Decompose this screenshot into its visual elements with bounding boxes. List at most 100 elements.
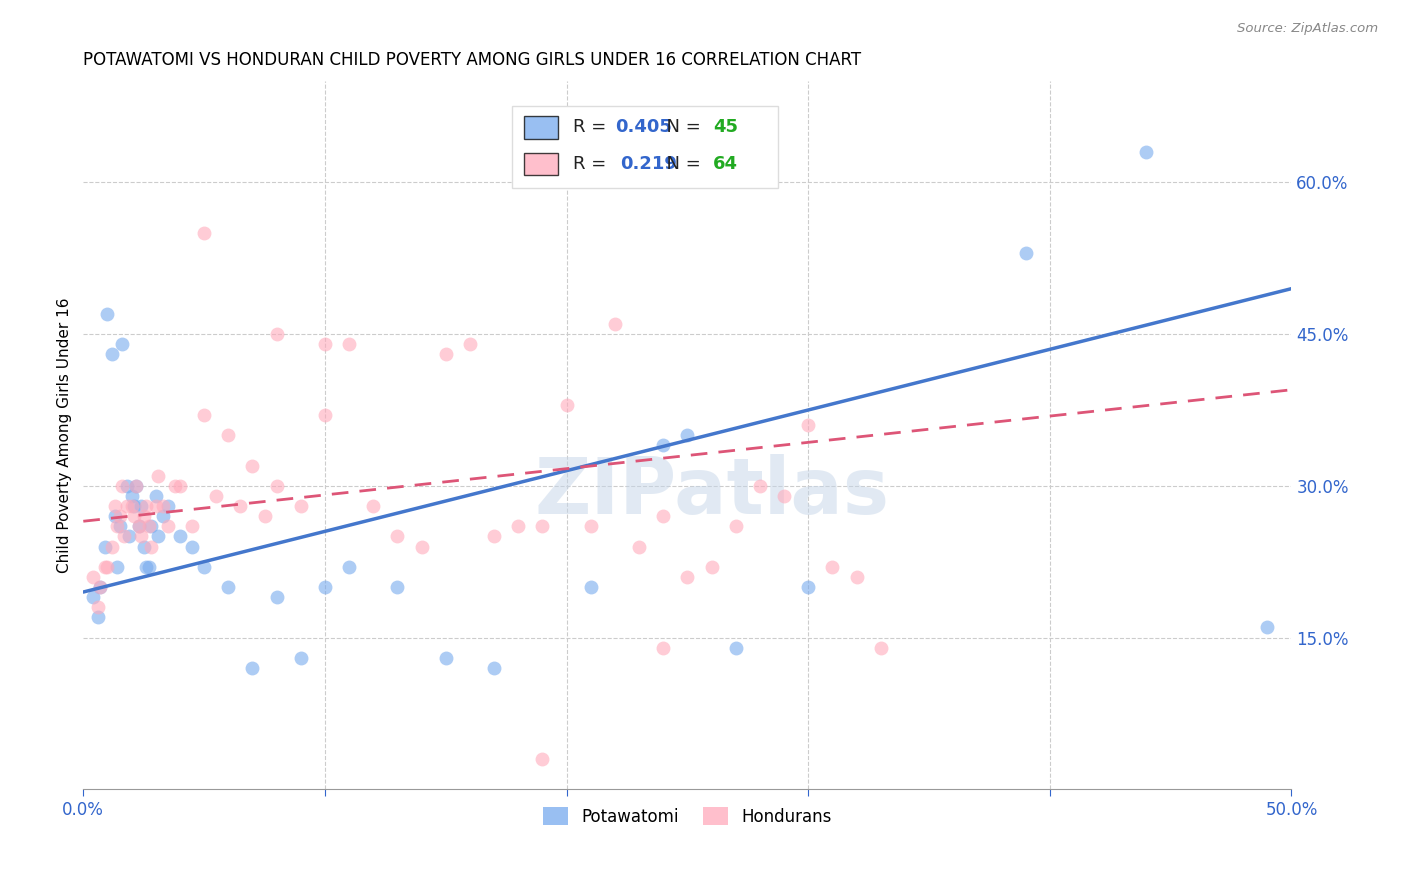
Point <box>129 529 152 543</box>
Point <box>387 580 409 594</box>
Point <box>458 337 481 351</box>
Point <box>82 590 104 604</box>
Point <box>181 519 204 533</box>
Point <box>193 559 215 574</box>
Point <box>603 317 626 331</box>
Point <box>165 479 187 493</box>
Point <box>797 418 820 433</box>
Point <box>145 489 167 503</box>
Point <box>87 600 110 615</box>
Text: N =: N = <box>655 155 706 173</box>
Point <box>337 337 360 351</box>
Point <box>96 559 118 574</box>
Point <box>89 580 111 594</box>
Point <box>531 752 554 766</box>
Point <box>169 529 191 543</box>
Text: N =: N = <box>655 119 706 136</box>
Point <box>869 640 891 655</box>
Point <box>205 489 228 503</box>
Point <box>89 580 111 594</box>
Point <box>111 479 134 493</box>
Point <box>242 661 264 675</box>
Point <box>112 529 135 543</box>
Text: R =: R = <box>572 119 612 136</box>
Point <box>121 489 143 503</box>
Point <box>139 519 162 533</box>
Point <box>145 499 167 513</box>
Point <box>555 398 578 412</box>
Point <box>101 347 124 361</box>
Point <box>1135 145 1157 160</box>
Point <box>579 519 602 533</box>
Point <box>242 458 264 473</box>
Point <box>676 428 699 442</box>
FancyBboxPatch shape <box>524 153 558 176</box>
Point <box>94 559 117 574</box>
Point <box>531 519 554 533</box>
Point <box>229 499 252 513</box>
Text: 0.405: 0.405 <box>614 119 672 136</box>
Point <box>290 650 312 665</box>
Point <box>122 509 145 524</box>
Point <box>111 337 134 351</box>
Point <box>508 519 530 533</box>
Point <box>101 540 124 554</box>
Point <box>845 570 868 584</box>
Text: ZIPatlas: ZIPatlas <box>534 454 889 530</box>
Point <box>676 570 699 584</box>
Point <box>104 509 127 524</box>
Point <box>108 519 131 533</box>
Point <box>121 499 143 513</box>
Point <box>700 559 723 574</box>
Point <box>652 438 675 452</box>
Point <box>132 540 155 554</box>
Point <box>122 499 145 513</box>
Point <box>266 327 288 342</box>
Point <box>125 479 148 493</box>
Legend: Potawatomi, Hondurans: Potawatomi, Hondurans <box>534 799 841 834</box>
Text: 45: 45 <box>713 119 738 136</box>
FancyBboxPatch shape <box>512 106 778 187</box>
Point <box>482 529 505 543</box>
Point <box>118 529 141 543</box>
Point <box>87 610 110 624</box>
Point <box>138 559 160 574</box>
Point <box>266 479 288 493</box>
Point <box>82 570 104 584</box>
FancyBboxPatch shape <box>524 116 558 138</box>
Point <box>96 307 118 321</box>
Point <box>253 509 276 524</box>
Point <box>266 590 288 604</box>
Point <box>104 499 127 513</box>
Point <box>181 540 204 554</box>
Point <box>148 529 170 543</box>
Point <box>579 580 602 594</box>
Point <box>628 540 651 554</box>
Point <box>434 650 457 665</box>
Point <box>724 519 747 533</box>
Point <box>290 499 312 513</box>
Point <box>138 519 160 533</box>
Point <box>156 519 179 533</box>
Point <box>152 509 174 524</box>
Point <box>148 468 170 483</box>
Point <box>135 499 157 513</box>
Text: R =: R = <box>572 155 617 173</box>
Point <box>1256 620 1278 634</box>
Point <box>314 337 336 351</box>
Point <box>434 347 457 361</box>
Point <box>314 580 336 594</box>
Point <box>128 519 150 533</box>
Text: 64: 64 <box>713 155 738 173</box>
Point <box>156 499 179 513</box>
Text: 0.219: 0.219 <box>620 155 676 173</box>
Point <box>105 559 128 574</box>
Point <box>193 408 215 422</box>
Point <box>152 499 174 513</box>
Point <box>797 580 820 594</box>
Point <box>748 479 770 493</box>
Text: POTAWATOMI VS HONDURAN CHILD POVERTY AMONG GIRLS UNDER 16 CORRELATION CHART: POTAWATOMI VS HONDURAN CHILD POVERTY AMO… <box>83 51 862 69</box>
Point <box>94 540 117 554</box>
Point <box>105 519 128 533</box>
Point <box>129 499 152 513</box>
